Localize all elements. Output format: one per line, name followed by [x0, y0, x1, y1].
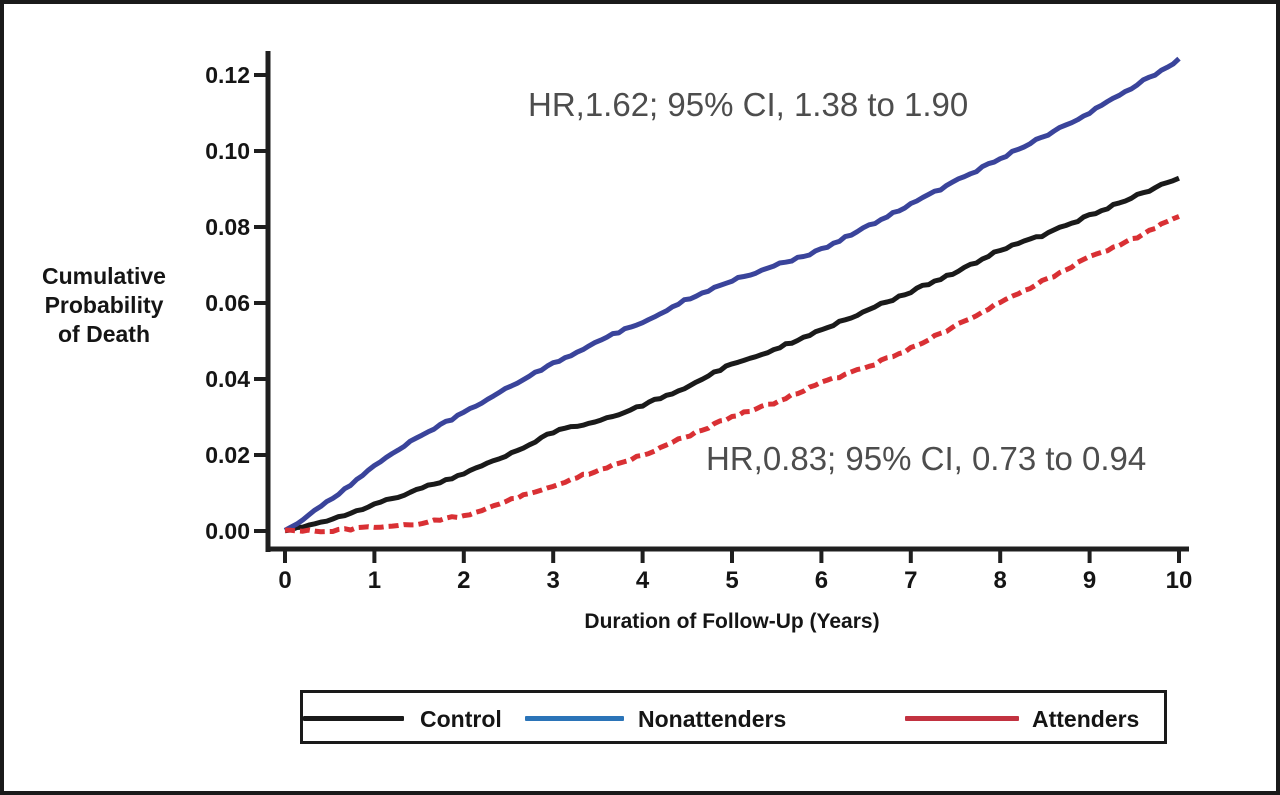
- x-tick-label: 7: [904, 567, 917, 594]
- x-tick-label: 5: [725, 567, 738, 594]
- legend-label-nonattenders: Nonattenders: [638, 706, 787, 732]
- y-axis-title: Cumulative Probability of Death: [24, 262, 184, 349]
- x-tick-label: 10: [1166, 567, 1193, 594]
- x-tick-label: 1: [368, 567, 381, 594]
- legend: Control Nonattenders Attenders: [300, 690, 1167, 744]
- x-axis-title: Duration of Follow-Up (Years): [584, 610, 880, 633]
- x-tick-label: 4: [636, 567, 650, 594]
- y-axis-title-line3: of Death: [58, 321, 150, 347]
- y-tick-label: 0.04: [205, 366, 250, 392]
- y-tick-label: 0.12: [205, 62, 250, 88]
- y-axis-title-line1: Cumulative: [42, 263, 166, 289]
- hr-annotation-attenders: HR,0.83; 95% CI, 0.73 to 0.94: [706, 440, 1147, 477]
- curve-nonattenders: [283, 56, 1181, 533]
- legend-label-control: Control: [420, 706, 502, 732]
- y-tick-label: 0.00: [205, 518, 250, 544]
- x-tick-label: 2: [457, 567, 470, 594]
- x-tick-label: 3: [547, 567, 560, 594]
- y-tick-label: 0.02: [205, 442, 250, 468]
- legend-line-nonattenders: [525, 716, 624, 721]
- chart-plot-area: 0.00 0.02 0.04 0.06 0.08 0.10 0.12 0 1 2 3 4 5 6 7 8 9 10: [205, 51, 1193, 594]
- y-tick-label: 0.08: [205, 214, 250, 240]
- y-tick-label: 0.10: [205, 138, 250, 164]
- x-tick-label: 6: [815, 567, 828, 594]
- hr-annotation-nonattenders: HR,1.62; 95% CI, 1.38 to 1.90: [528, 86, 969, 123]
- legend-line-control: [303, 716, 404, 721]
- x-tick-label: 0: [278, 567, 291, 594]
- legend-line-attenders: [905, 716, 1019, 721]
- legend-label-attenders: Attenders: [1032, 706, 1140, 732]
- y-tick-label: 0.06: [205, 290, 250, 316]
- y-axis-title-line2: Probability: [44, 292, 164, 318]
- curve-attenders: [284, 214, 1180, 535]
- x-tick-label: 8: [994, 567, 1007, 594]
- x-tick-label: 9: [1083, 567, 1096, 594]
- curve-control: [284, 175, 1180, 534]
